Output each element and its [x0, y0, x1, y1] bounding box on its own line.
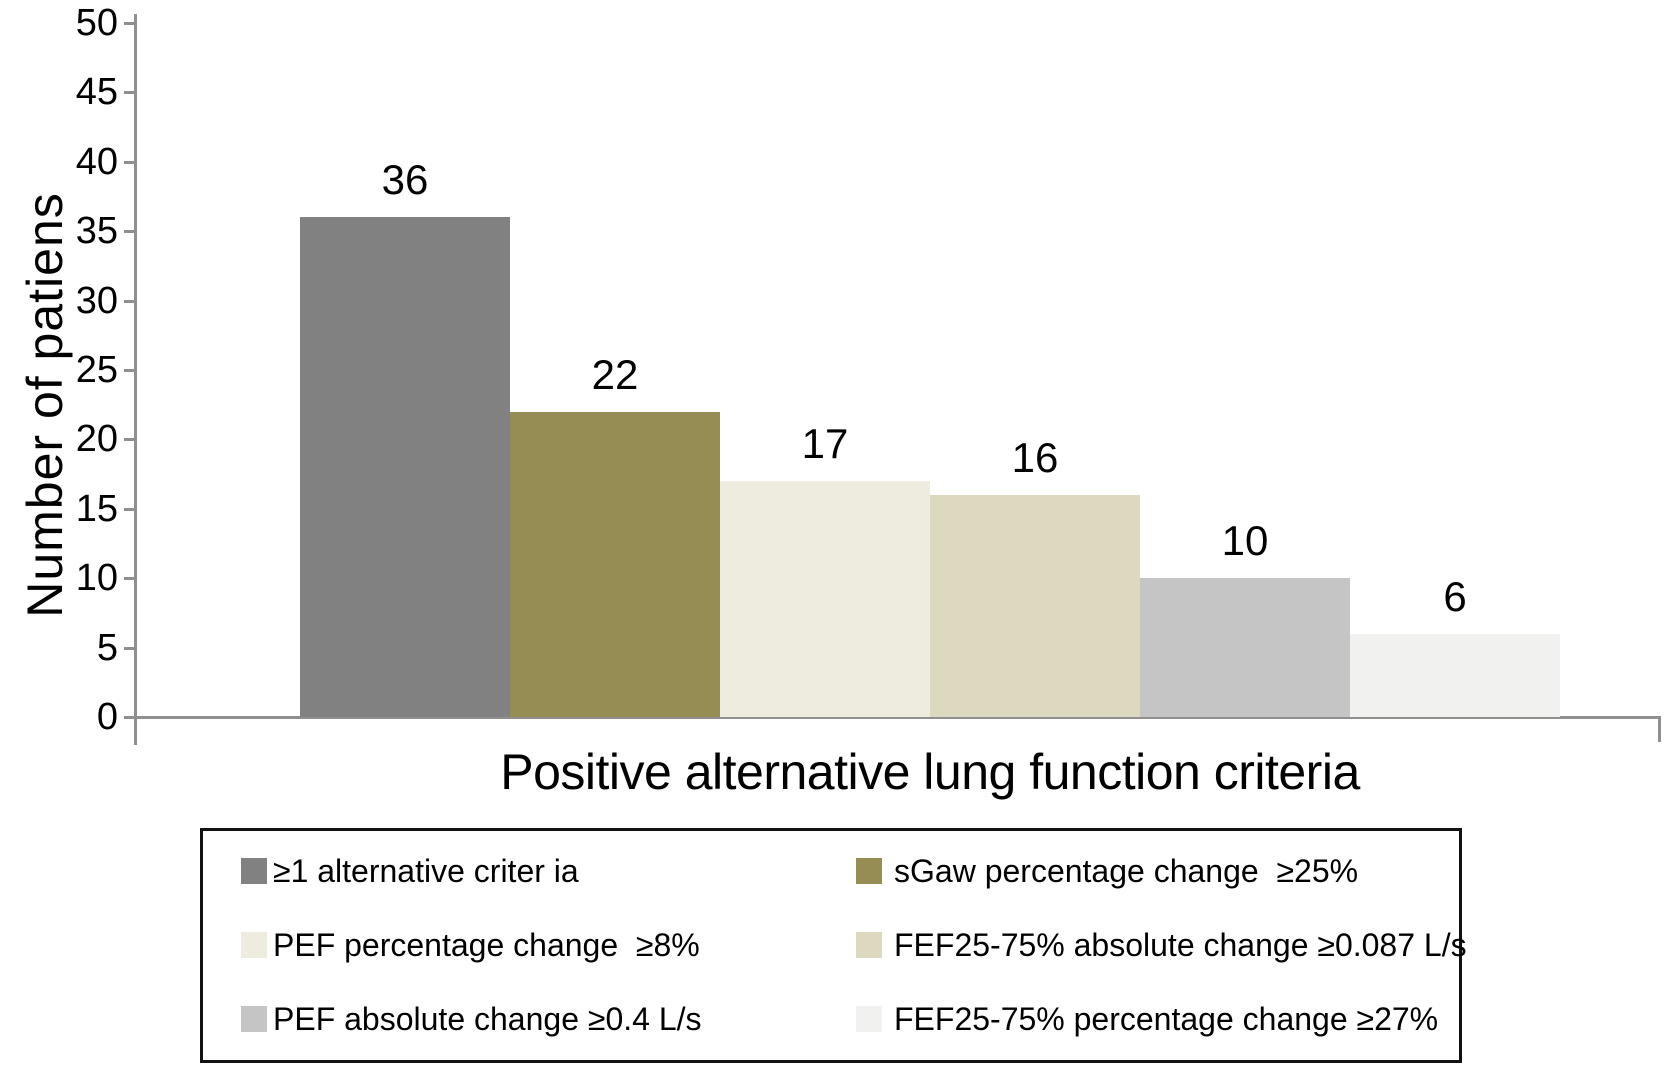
- y-tick-mark: [124, 716, 137, 719]
- y-axis-line: [134, 14, 137, 745]
- y-tick-label: 50: [75, 2, 118, 44]
- bar-value-label: 22: [591, 351, 639, 398]
- y-tick-mark: [124, 369, 137, 372]
- legend-label: ≥1 alternative criter ia: [273, 853, 579, 889]
- legend-swatch: [856, 858, 882, 884]
- legend-label: PEF percentage change ≥8%: [273, 927, 700, 963]
- x-axis-line: [134, 716, 1661, 719]
- legend-label: sGaw percentage change ≥25%: [894, 853, 1359, 889]
- legend-label: FEF25-75% percentage change ≥27%: [894, 1001, 1439, 1037]
- y-tick-mark: [124, 647, 137, 650]
- y-tick-mark: [124, 577, 137, 580]
- y-tick-label: 15: [75, 488, 118, 530]
- bar-value-label: 17: [801, 420, 849, 467]
- x-axis-end-tick: [1658, 716, 1661, 742]
- y-tick-mark: [124, 508, 137, 511]
- legend-swatch: [241, 932, 267, 958]
- y-tick-mark: [124, 22, 137, 25]
- legend: ≥1 alternative criter ia PEF percentage c…: [200, 828, 1467, 1063]
- y-axis-title: Number of patiens: [17, 192, 73, 618]
- x-axis-title: Positive alternative lung function crite…: [500, 744, 1360, 800]
- y-tick-mark: [124, 230, 137, 233]
- y-tick-label: 40: [75, 141, 118, 183]
- bar-value-label: 6: [1443, 573, 1467, 620]
- y-tick-label: 45: [75, 71, 118, 113]
- bar-value-label: 36: [381, 156, 429, 203]
- y-tick-label: 0: [96, 696, 118, 738]
- legend-swatch: [241, 858, 267, 884]
- y-tick-label: 20: [75, 418, 118, 460]
- legend-label: FEF25-75% absolute change ≥0.087 L/s: [894, 927, 1467, 963]
- legend-swatch: [856, 932, 882, 958]
- bar-4: [930, 495, 1140, 717]
- y-tick-label: 30: [75, 280, 118, 322]
- legend-swatch: [241, 1006, 267, 1032]
- y-tick-mark: [124, 438, 137, 441]
- bar-1: [300, 217, 510, 717]
- bar-5: [1140, 578, 1350, 717]
- bar-3: [720, 481, 930, 717]
- bar-2: [510, 412, 720, 717]
- y-tick-mark: [124, 161, 137, 164]
- y-tick-mark: [124, 91, 137, 94]
- legend-swatch: [856, 1006, 882, 1032]
- y-tick-label: 35: [75, 210, 118, 252]
- bar-value-label: 16: [1011, 434, 1059, 481]
- y-tick-label: 10: [75, 557, 118, 599]
- y-tick-mark: [124, 300, 137, 303]
- bar-6: [1350, 634, 1560, 717]
- y-tick-label: 25: [75, 349, 118, 391]
- bar-value-label: 10: [1221, 517, 1269, 564]
- legend-label: PEF absolute change ≥0.4 L/s: [273, 1001, 702, 1037]
- y-tick-label: 5: [96, 627, 118, 669]
